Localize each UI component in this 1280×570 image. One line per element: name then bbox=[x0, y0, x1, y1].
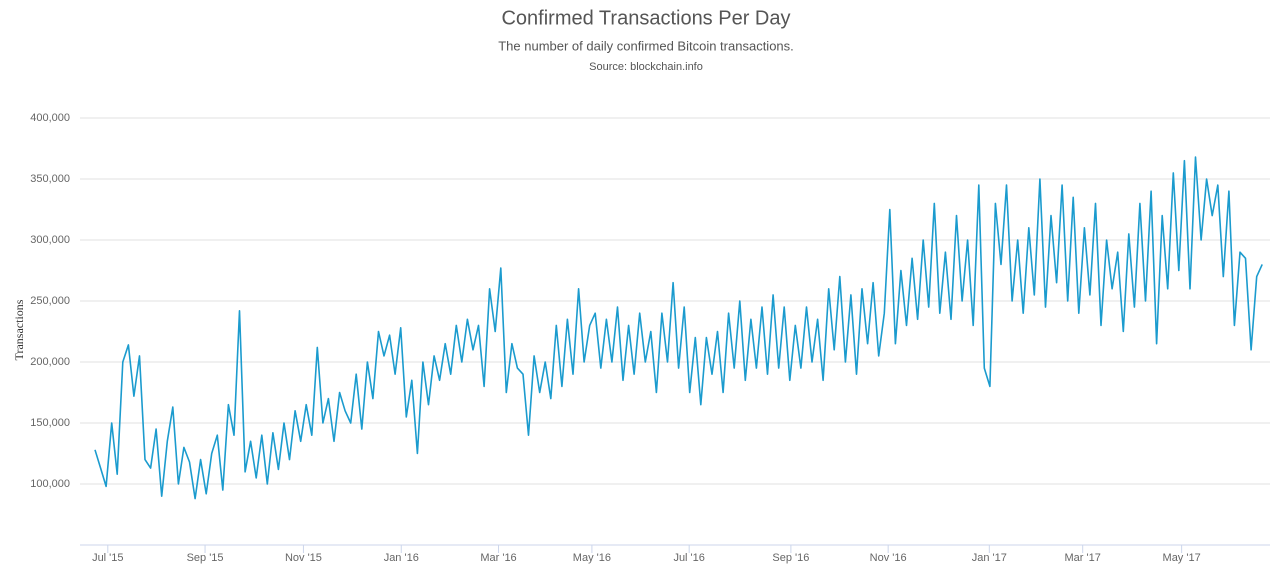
x-tick-label: Jan '16 bbox=[384, 552, 419, 564]
x-tick-label: Nov '16 bbox=[870, 552, 907, 564]
y-tick-label: 150,000 bbox=[30, 417, 70, 429]
x-tick-label: Jul '16 bbox=[673, 552, 704, 564]
x-tick-label: Mar '17 bbox=[1065, 552, 1101, 564]
x-tick-label: Sep '15 bbox=[187, 552, 224, 564]
y-tick-label: 100,000 bbox=[30, 478, 70, 490]
chart-subtitle: The number of daily confirmed Bitcoin tr… bbox=[498, 38, 794, 53]
x-tick-label: Jan '17 bbox=[972, 552, 1007, 564]
chart-title: Confirmed Transactions Per Day bbox=[501, 7, 790, 29]
y-tick-label: 350,000 bbox=[30, 173, 70, 185]
x-tick-label: Sep '16 bbox=[772, 552, 809, 564]
y-tick-label: 300,000 bbox=[30, 234, 70, 246]
chart-source: Source: blockchain.info bbox=[589, 61, 703, 73]
x-tick-label: Nov '15 bbox=[285, 552, 322, 564]
y-tick-label: 200,000 bbox=[30, 356, 70, 368]
y-tick-label: 250,000 bbox=[30, 295, 70, 307]
x-tick-label: May '16 bbox=[573, 552, 611, 564]
data-line bbox=[94, 156, 1263, 500]
x-tick-label: Jul '15 bbox=[92, 552, 123, 564]
y-tick-label: 400,000 bbox=[30, 112, 70, 124]
x-tick-label: May '17 bbox=[1163, 552, 1201, 564]
x-tick-label: Mar '16 bbox=[480, 552, 516, 564]
y-axis-label: Transactions bbox=[12, 299, 26, 360]
